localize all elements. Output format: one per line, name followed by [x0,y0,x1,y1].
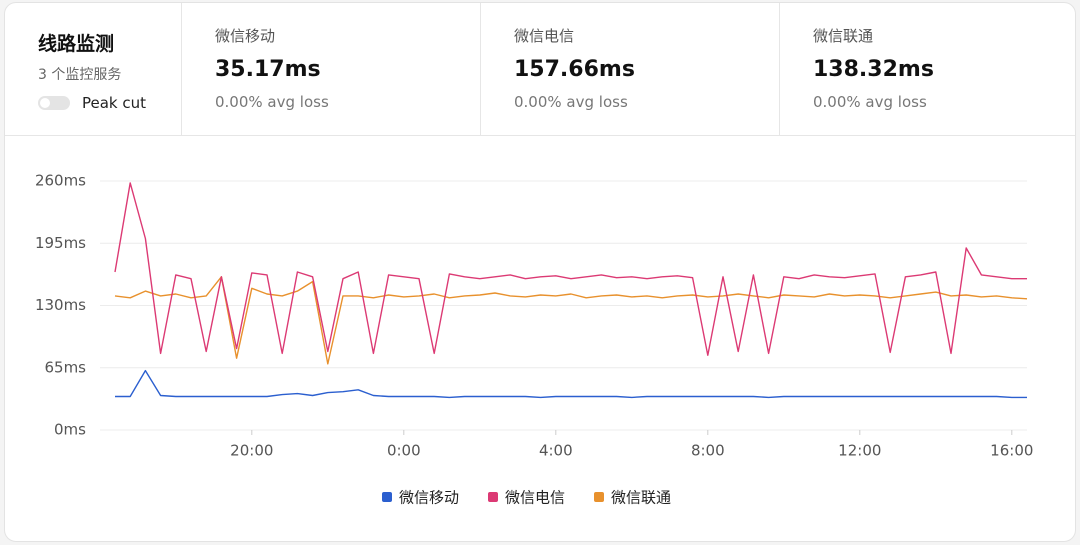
legend-label: 微信电信 [505,489,565,507]
stat-panel: 微信联通 138.32ms 0.00% avg loss [779,3,1075,135]
x-tick-label: 4:00 [539,442,573,460]
series-line [114,276,1028,365]
stat-value: 157.66ms [514,57,635,82]
stat-name: 微信移动 [215,27,276,45]
monitor-card: 线路监测 3 个监控服务 Peak cut 微信移动 35.17ms 0.00% a… [4,2,1076,542]
header: 线路监测 3 个监控服务 Peak cut 微信移动 35.17ms 0.00% a… [5,3,1075,136]
y-tick-label: 260ms [35,172,86,190]
stat-panel: 微信移动 35.17ms 0.00% avg loss [181,3,480,135]
subtitle: 3 个监控服务 [38,67,122,83]
legend-label: 微信移动 [399,489,459,507]
y-tick-label: 0ms [54,421,86,439]
toggle-switch[interactable] [38,96,70,110]
x-tick-label: 12:00 [838,442,881,460]
stat-name: 微信联通 [813,27,874,45]
stat-value: 35.17ms [215,57,321,82]
y-tick-label: 130ms [35,296,86,314]
legend-swatch [594,492,604,502]
x-tick-label: 20:00 [230,442,273,460]
stat-name: 微信电信 [514,27,575,45]
y-tick-label: 65ms [44,358,86,376]
x-tick-label: 16:00 [990,442,1033,460]
x-tick-label: 0:00 [387,442,421,460]
stat-loss: 0.00% avg loss [813,93,927,111]
y-tick-label: 195ms [35,234,86,252]
series-line [114,182,1027,356]
title: 线路监测 [38,33,115,55]
stat-panel: 微信电信 157.66ms 0.00% avg loss [480,3,779,135]
legend-label: 微信联通 [611,489,671,507]
toggle-label[interactable]: Peak cut [82,94,147,112]
x-tick-label: 8:00 [691,442,725,460]
legend-swatch [488,492,498,502]
series-line [115,369,1027,399]
stat-loss: 0.00% avg loss [215,93,329,111]
stat-loss: 0.00% avg loss [514,93,628,111]
legend-swatch [382,492,392,502]
stat-value: 138.32ms [813,57,934,82]
